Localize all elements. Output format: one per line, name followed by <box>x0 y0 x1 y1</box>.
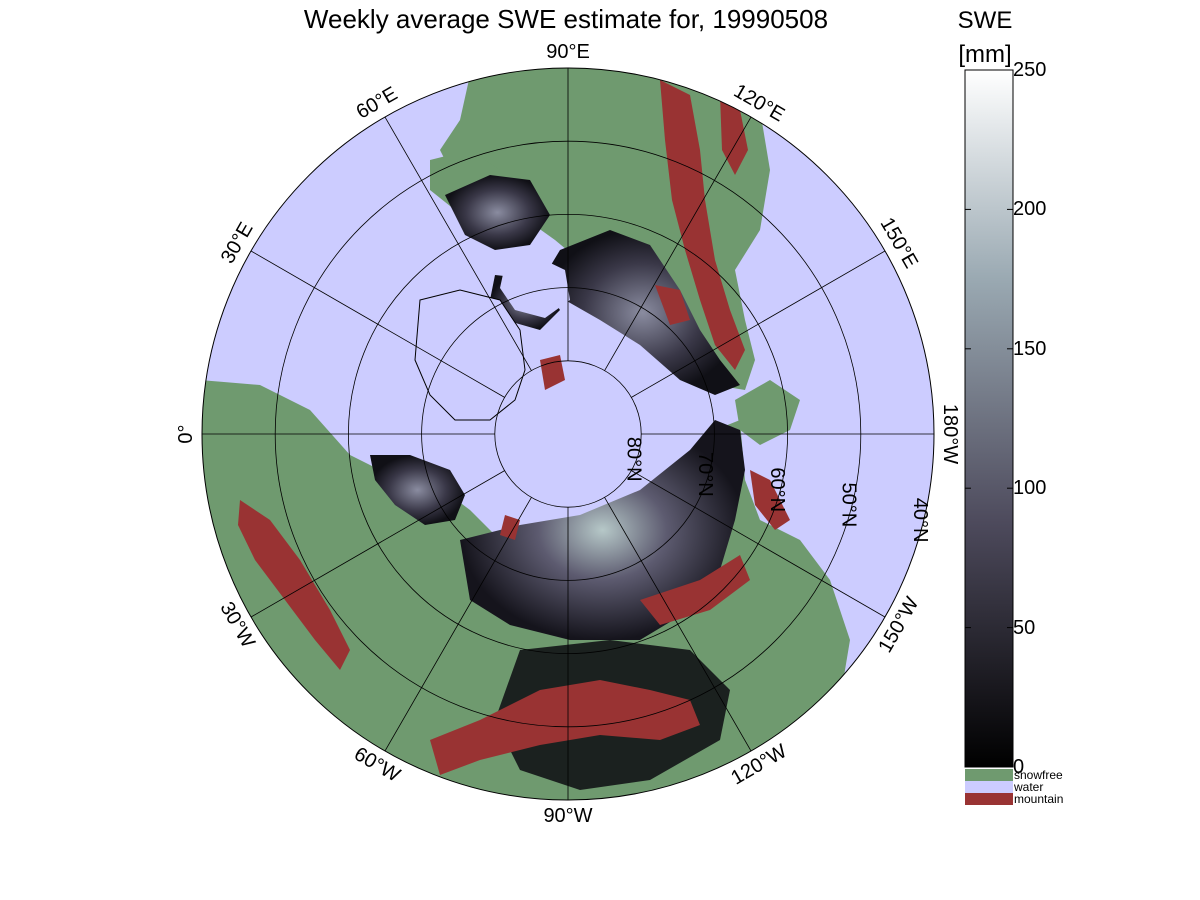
mountain-siberian <box>640 555 750 625</box>
greenland-outline <box>414 289 526 421</box>
colorbar-tick-label: 50 <box>1013 616 1036 639</box>
legend-swatch-water <box>965 781 1013 793</box>
legend-label-snowfree: snowfree <box>1014 768 1063 782</box>
longitude-label: 180°W <box>939 404 961 464</box>
meridian-line <box>250 250 505 398</box>
map-title: Weekly average SWE estimate for, 1999050… <box>303 4 829 34</box>
colorbar-tick-label: 150 <box>1013 337 1047 360</box>
snow-siberia <box>460 420 745 640</box>
map-boundary <box>201 67 935 801</box>
mountain-himalaya <box>430 680 700 775</box>
mountain-alaska <box>655 285 690 325</box>
meridian-line <box>631 250 886 398</box>
colorbar-title-line2: [mm] <box>958 41 1012 68</box>
meridian-line <box>384 497 532 752</box>
latitude-label: 60°N <box>766 467 788 512</box>
legend-swatch-mountain <box>965 793 1013 805</box>
graticule <box>202 68 934 800</box>
snow-canada <box>445 175 550 250</box>
map-disk <box>202 68 934 800</box>
colorbar-tick-label: 200 <box>1013 198 1047 221</box>
meridian-line <box>604 497 752 752</box>
snow-canada-arctic <box>545 230 740 395</box>
legend-swatch-snowfree <box>965 769 1013 781</box>
meridian-line <box>604 116 752 371</box>
colorbar-tick-label: 100 <box>1013 477 1047 500</box>
latitude-label: 70°N <box>694 452 716 497</box>
mountain-urals <box>500 515 520 540</box>
longitude-label: 90°W <box>543 805 592 827</box>
mountain-kamchatka <box>750 470 790 530</box>
legend-label-water: water <box>1014 780 1044 794</box>
legend-swatches <box>965 769 1013 805</box>
latitude-labels: 80°N 70°N 60°N 50°N 40°N <box>623 437 931 543</box>
meridian-line <box>250 470 505 618</box>
colorbar-title-line1: SWE <box>957 7 1013 34</box>
colorbar-tick-label: 250 <box>1013 59 1047 81</box>
mountain-rockies <box>660 80 745 370</box>
mountain-alps-caucasus <box>238 500 350 670</box>
latitude-label: 80°N <box>623 437 645 482</box>
latitude-label: 40°N <box>909 498 931 543</box>
colorbar <box>964 69 1014 768</box>
legend-label-mountain: mountain <box>1014 792 1064 806</box>
colorbar-tick-label: 0 <box>1013 756 1025 778</box>
colorbar-ticks <box>965 69 1013 768</box>
water-hudson-bay <box>500 258 570 318</box>
colorbar-title: SWE [mm] <box>955 4 1015 72</box>
longitude-label: 0° <box>175 424 197 443</box>
longitude-label: 90°E <box>546 41 590 63</box>
latitude-label: 50°N <box>837 483 859 528</box>
meridian-line <box>384 116 532 371</box>
mountain-rockies-east <box>720 95 748 175</box>
landmass-beringia <box>735 380 800 445</box>
meridian-line <box>631 470 886 618</box>
